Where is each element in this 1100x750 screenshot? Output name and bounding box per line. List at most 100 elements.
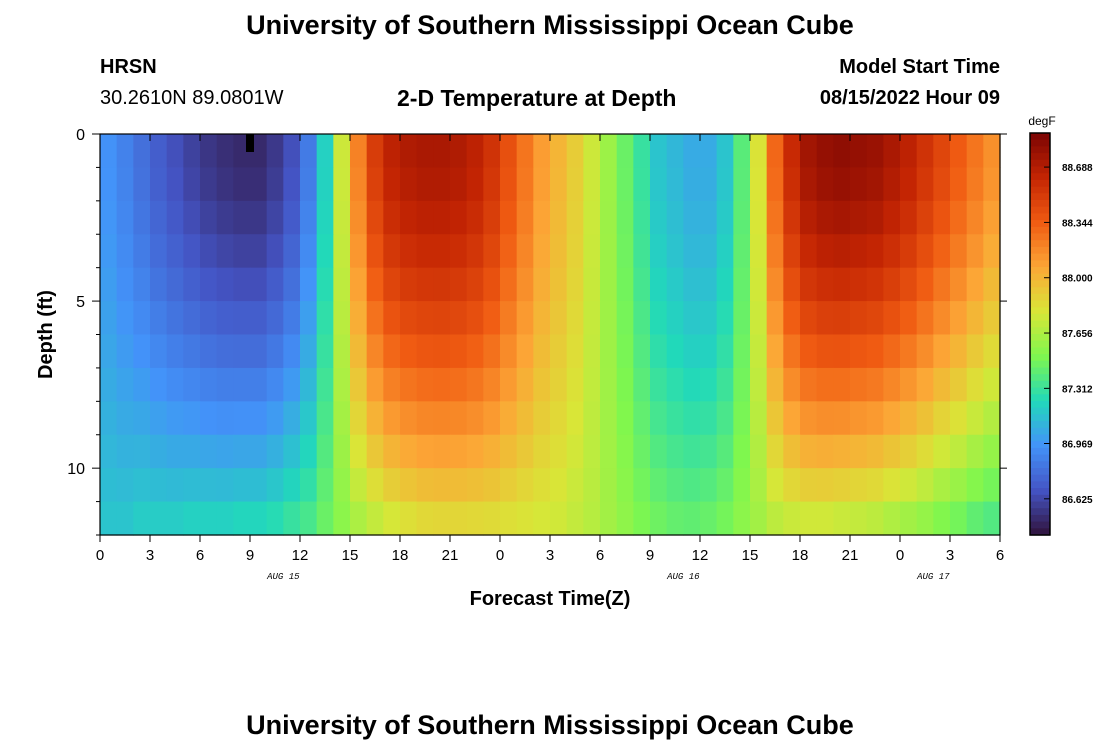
heatmap-cell bbox=[650, 200, 668, 235]
heatmap-cell bbox=[766, 501, 784, 536]
heatmap-cell bbox=[850, 234, 868, 269]
heatmap-cell bbox=[966, 501, 984, 536]
heatmap-cell bbox=[100, 501, 118, 536]
heatmap-cell bbox=[883, 301, 901, 336]
heatmap-cell bbox=[916, 367, 934, 402]
heatmap-cell bbox=[666, 234, 684, 269]
heatmap-cell bbox=[250, 234, 268, 269]
heatmap-cell bbox=[433, 167, 451, 202]
heatmap-cell bbox=[400, 267, 418, 302]
heatmap-cell bbox=[950, 501, 968, 536]
heatmap-cell bbox=[850, 200, 868, 235]
heatmap-cell bbox=[950, 468, 968, 503]
heatmap-cell bbox=[300, 234, 318, 269]
heatmap-cell bbox=[850, 501, 868, 536]
heatmap-cell bbox=[900, 434, 918, 469]
heatmap-cell bbox=[116, 501, 134, 536]
heatmap-cell bbox=[833, 301, 851, 336]
heatmap-cell bbox=[700, 234, 718, 269]
heatmap-cell bbox=[150, 134, 168, 169]
heatmap-cell bbox=[583, 501, 601, 536]
heatmap-cell bbox=[600, 200, 618, 235]
heatmap-cell bbox=[316, 134, 334, 169]
heatmap-cell bbox=[250, 134, 268, 169]
heatmap-cell bbox=[316, 401, 334, 436]
heatmap-cell bbox=[533, 501, 551, 536]
colorbar-tick-label: 88.688 bbox=[1062, 163, 1093, 174]
heatmap-cell bbox=[433, 434, 451, 469]
heatmap-cell bbox=[800, 167, 818, 202]
heatmap-cell bbox=[133, 334, 151, 369]
heatmap-cell bbox=[800, 134, 818, 169]
colorbar-segment bbox=[1030, 179, 1050, 188]
heatmap-cell bbox=[150, 167, 168, 202]
heatmap-cell bbox=[150, 367, 168, 402]
heatmap-cell bbox=[566, 234, 584, 269]
heatmap-cell bbox=[900, 468, 918, 503]
heatmap-cell bbox=[416, 234, 434, 269]
heatmap-cell bbox=[716, 301, 734, 336]
heatmap-cell bbox=[850, 468, 868, 503]
heatmap-cell bbox=[933, 334, 951, 369]
heatmap-cell bbox=[183, 267, 201, 302]
heatmap-cell bbox=[933, 234, 951, 269]
heatmap-cell bbox=[633, 301, 651, 336]
colorbar-segment bbox=[1030, 293, 1050, 302]
heatmap-cell bbox=[383, 367, 401, 402]
heatmap-cell bbox=[833, 501, 851, 536]
heatmap-cell bbox=[700, 267, 718, 302]
colorbar-segment bbox=[1030, 327, 1050, 335]
heatmap-cell bbox=[900, 167, 918, 202]
heatmap-cell bbox=[933, 468, 951, 503]
heatmap-cell bbox=[733, 200, 751, 235]
colorbar-segment bbox=[1030, 246, 1050, 255]
heatmap-cell bbox=[366, 334, 384, 369]
colorbar-segment bbox=[1030, 226, 1050, 235]
heatmap-cell bbox=[866, 167, 884, 202]
heatmap-cell bbox=[783, 501, 801, 536]
heatmap-cell bbox=[600, 301, 618, 336]
colorbar-segment bbox=[1030, 253, 1050, 261]
heatmap-cell bbox=[583, 468, 601, 503]
heatmap-cell bbox=[233, 367, 251, 402]
heatmap-cell bbox=[200, 401, 218, 436]
heatmap-cell bbox=[200, 334, 218, 369]
heatmap-cell bbox=[950, 200, 968, 235]
heatmap-cell bbox=[166, 267, 184, 302]
heatmap-cell bbox=[283, 200, 301, 235]
heatmap-cell bbox=[466, 234, 484, 269]
heatmap-cell bbox=[550, 134, 568, 169]
colorbar-segment bbox=[1030, 461, 1050, 469]
heatmap-cell bbox=[350, 200, 368, 235]
heatmap-cell bbox=[850, 334, 868, 369]
colorbar-segment bbox=[1030, 193, 1050, 201]
heatmap-cell bbox=[783, 367, 801, 402]
colorbar-segment bbox=[1030, 360, 1050, 369]
heatmap-cell bbox=[300, 367, 318, 402]
heatmap-cell bbox=[416, 134, 434, 169]
heatmap-cell bbox=[316, 301, 334, 336]
heatmap-cell bbox=[350, 334, 368, 369]
colorbar-segment bbox=[1030, 233, 1050, 241]
heatmap-cell bbox=[716, 468, 734, 503]
heatmap-cell bbox=[800, 334, 818, 369]
heatmap-cell bbox=[233, 301, 251, 336]
heatmap-cell bbox=[716, 334, 734, 369]
heatmap-cell bbox=[250, 267, 268, 302]
heatmap-cell bbox=[916, 468, 934, 503]
heatmap-cell bbox=[300, 501, 318, 536]
heatmap-cell bbox=[966, 134, 984, 169]
heatmap-cell bbox=[433, 468, 451, 503]
heatmap-cell bbox=[350, 234, 368, 269]
heatmap-cell bbox=[750, 468, 768, 503]
heatmap-cell bbox=[583, 434, 601, 469]
heatmap-cell bbox=[333, 367, 351, 402]
heatmap-cell bbox=[766, 301, 784, 336]
heatmap-cell bbox=[666, 200, 684, 235]
heatmap-cell bbox=[583, 134, 601, 169]
heatmap-cell bbox=[300, 401, 318, 436]
colorbar-segment bbox=[1030, 280, 1050, 288]
heatmap-cell bbox=[683, 367, 701, 402]
y-tick-label: 5 bbox=[76, 294, 85, 311]
heatmap-cell bbox=[483, 134, 501, 169]
